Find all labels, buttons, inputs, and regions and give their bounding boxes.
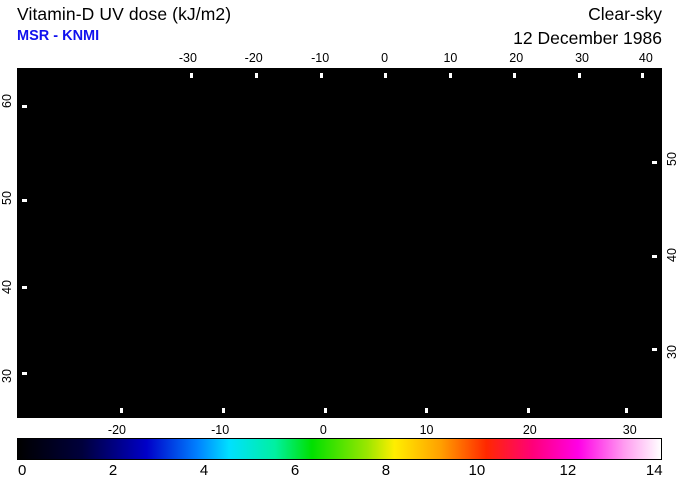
colorbar-label-2: 4: [199, 462, 209, 479]
date-label: 12 December 1986: [513, 28, 662, 48]
axis-label-top-6: 30: [575, 51, 589, 65]
tick-top-4: [448, 73, 452, 78]
colorbar-label-3: 6: [290, 462, 300, 479]
colorbar-gradient: [18, 439, 661, 459]
tick-left-0: [22, 105, 27, 109]
colorbar-label-1: 2: [108, 462, 118, 479]
tick-top-5: [513, 73, 517, 78]
tick-bottom-4: [526, 408, 530, 413]
map-frame: [17, 68, 662, 418]
axis-label-top-3: 0: [381, 51, 389, 65]
axis-label-bottom-1: -10: [211, 423, 230, 437]
tick-bottom-1: [222, 408, 226, 413]
tick-bottom-0: [120, 408, 124, 413]
tick-left-3: [22, 372, 27, 376]
tick-top-3: [383, 73, 387, 78]
axis-label-left-0: 60: [0, 94, 14, 109]
tick-bottom-3: [425, 408, 429, 413]
axis-label-bottom-3: 10: [419, 423, 434, 437]
axis-label-left-1: 50: [0, 190, 14, 205]
map-plot: -30 -20 -10 0 10 20 30 40 -20 -10 0 10 2…: [0, 51, 678, 437]
axis-label-right-2: 30: [665, 344, 678, 359]
axis-label-right-1: 40: [665, 248, 678, 263]
tick-top-7: [641, 73, 645, 78]
colorbar-label-0: 0: [17, 462, 27, 479]
colorbar-label-5: 10: [468, 462, 486, 479]
tick-top-2: [320, 73, 324, 78]
axis-label-bottom-5: 30: [622, 423, 637, 437]
colorbar-label-7: 14: [645, 462, 663, 479]
axis-label-top-5: 20: [509, 51, 524, 65]
tick-left-2: [22, 285, 27, 289]
tick-top-6: [578, 73, 582, 78]
axis-label-top-2: -10: [311, 51, 330, 65]
axis-label-top-4: 10: [443, 51, 458, 65]
axis-label-bottom-2: 0: [319, 423, 327, 437]
tick-bottom-2: [323, 408, 327, 413]
tick-top-1: [255, 73, 259, 78]
tick-right-2: [652, 348, 657, 352]
axis-label-bottom-0: -20: [107, 423, 127, 437]
colorbar-label-4: 8: [381, 462, 391, 479]
axis-label-top-0: -30: [178, 51, 197, 65]
colorbar: 0 2 4 6 8 10 12 14: [17, 438, 663, 479]
data-source-label: MSR - KNMI: [17, 28, 100, 44]
tick-left-1: [22, 198, 27, 202]
header: Vitamin-D UV dose (kJ/m2) MSR - KNMI Cle…: [0, 0, 678, 58]
axis-label-left-3: 30: [0, 369, 14, 383]
sky-condition-label: Clear-sky: [588, 4, 662, 24]
page-title: Vitamin-D UV dose (kJ/m2): [17, 4, 232, 24]
axis-label-top-1: -20: [244, 51, 263, 65]
tick-bottom-5: [625, 408, 629, 413]
colorbar-label-6: 12: [559, 462, 577, 479]
axis-label-left-2: 40: [0, 279, 14, 294]
tick-top-0: [190, 73, 194, 78]
tick-right-0: [652, 161, 657, 165]
tick-right-1: [652, 254, 657, 258]
colorbar-frame: [17, 438, 662, 460]
axis-label-right-0: 50: [665, 152, 678, 166]
axis-label-top-7: 40: [638, 51, 653, 65]
axis-label-bottom-4: 20: [522, 423, 537, 437]
